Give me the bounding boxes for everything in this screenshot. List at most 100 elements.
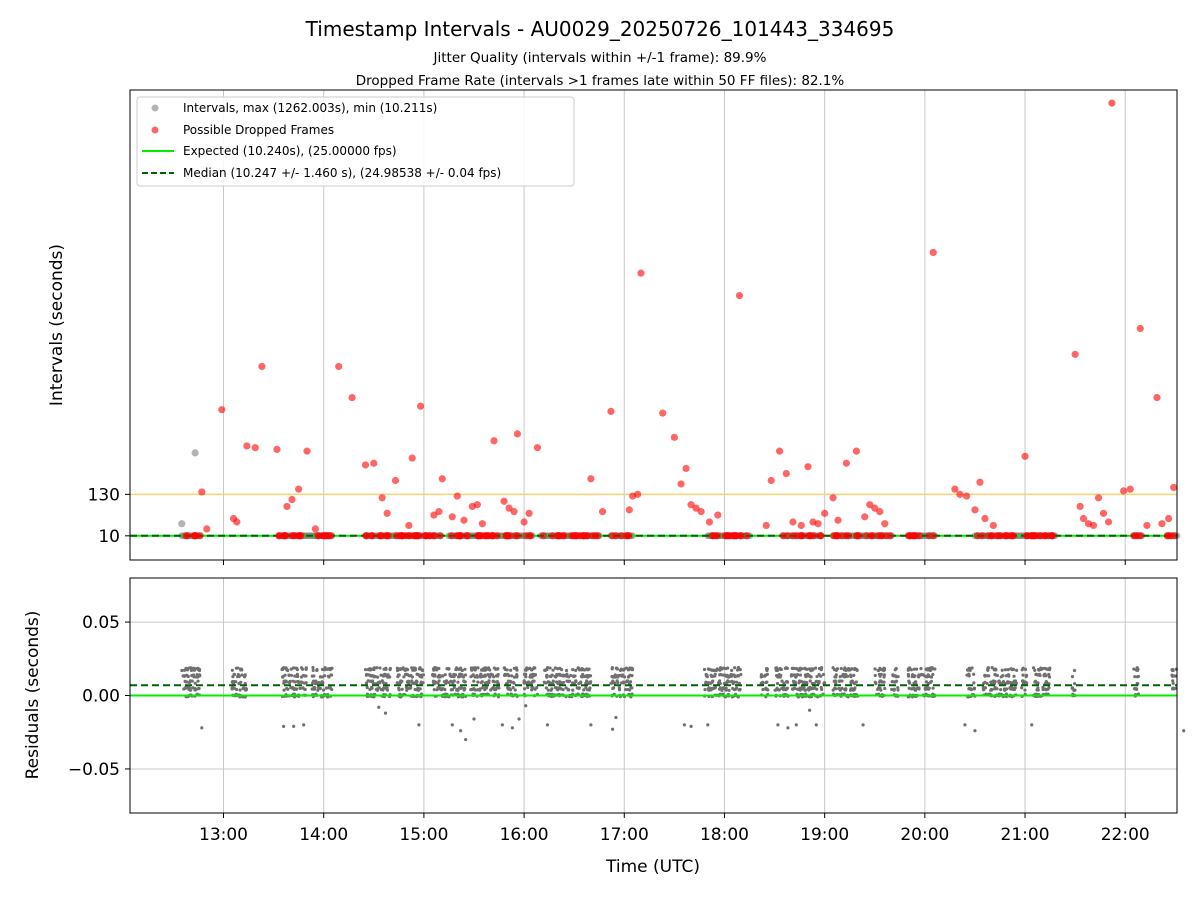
residual-point xyxy=(574,679,578,683)
dropped-frame-point xyxy=(861,513,869,521)
residual-point xyxy=(329,673,334,677)
legend-marker-dropped xyxy=(151,126,159,134)
dropped-frame-point xyxy=(303,447,311,455)
residual-point xyxy=(395,681,399,685)
residual-point xyxy=(197,667,202,672)
residual-point xyxy=(450,723,454,727)
figure-subtitle-jitter: Jitter Quality (intervals within +/-1 fr… xyxy=(433,50,767,66)
residual-point xyxy=(485,680,489,685)
residual-point xyxy=(561,680,566,685)
residual-point xyxy=(990,666,994,670)
residual-point xyxy=(325,667,329,671)
residual-point xyxy=(1021,673,1025,677)
residual-point xyxy=(987,674,991,678)
residual-point xyxy=(230,668,234,672)
residual-point xyxy=(241,687,245,691)
residual-point xyxy=(184,666,188,670)
x-tick-label-9: 22:00 xyxy=(1101,825,1150,845)
residual-point xyxy=(375,687,379,691)
residual-point xyxy=(1033,679,1038,683)
dropped-frame-point xyxy=(821,509,829,517)
x-tick-label-3: 16:00 xyxy=(500,825,549,845)
residual-point xyxy=(293,674,297,678)
residual-point xyxy=(317,680,321,685)
residual-point xyxy=(301,673,305,678)
residual-point xyxy=(281,675,285,679)
residual-point xyxy=(739,672,743,677)
residual-point xyxy=(510,726,514,730)
dropped-frame-point xyxy=(598,508,607,516)
residual-point xyxy=(1036,688,1040,692)
residual-point xyxy=(324,686,328,690)
residual-point xyxy=(397,673,401,677)
dropped-frame-point xyxy=(490,437,498,445)
residual-point xyxy=(295,668,300,672)
residual-point xyxy=(312,687,317,691)
residual-point xyxy=(907,686,911,690)
residual-point xyxy=(847,667,851,671)
residual-point xyxy=(401,667,405,671)
residual-point xyxy=(1000,668,1004,672)
residual-point xyxy=(321,688,326,692)
bottom-y-tick-label-1: 0.00 xyxy=(82,687,120,707)
residual-point xyxy=(443,687,447,692)
residual-point xyxy=(814,723,818,727)
residual-point xyxy=(180,668,184,673)
dropped-frame-point xyxy=(361,461,370,469)
residual-point xyxy=(1182,729,1186,733)
dropped-frame-point xyxy=(533,444,542,452)
residual-point xyxy=(524,704,528,708)
dropped-frame-point xyxy=(881,520,889,528)
dropped-frame-point xyxy=(1167,532,1175,540)
dropped-frame-point xyxy=(634,490,642,498)
residual-point xyxy=(624,666,629,670)
residual-point xyxy=(717,681,721,685)
residual-point xyxy=(510,674,514,678)
residual-point xyxy=(527,681,532,685)
residual-point xyxy=(509,668,513,672)
dropped-frame-point xyxy=(436,532,444,540)
dropped-frame-point xyxy=(929,248,937,257)
residual-point xyxy=(1044,667,1048,671)
residual-point xyxy=(761,687,765,692)
residual-point xyxy=(1034,672,1038,676)
residual-point xyxy=(573,674,577,678)
residual-point xyxy=(822,680,827,685)
residual-point xyxy=(724,688,728,692)
residual-point xyxy=(721,686,726,690)
residual-point xyxy=(808,685,812,690)
x-tick-label-7: 20:00 xyxy=(900,825,949,845)
residual-point xyxy=(318,686,322,691)
dropped-frame-point xyxy=(713,532,722,540)
residual-point xyxy=(840,686,844,690)
residual-point xyxy=(564,674,569,678)
residual-point xyxy=(407,674,411,678)
residual-point xyxy=(197,673,202,677)
residual-point xyxy=(1070,675,1075,679)
dropped-frame-point xyxy=(625,506,633,514)
residual-point xyxy=(629,685,633,690)
dropped-frame-point xyxy=(1071,350,1079,358)
dropped-frame-point xyxy=(376,532,384,540)
residual-point xyxy=(963,723,967,727)
dropped-frame-point xyxy=(915,532,924,540)
residual-point xyxy=(1021,679,1025,684)
residual-point xyxy=(733,666,737,670)
residual-point xyxy=(1031,666,1036,670)
residual-point xyxy=(410,666,414,670)
residual-point xyxy=(849,667,853,671)
residual-point xyxy=(584,674,588,679)
residual-point xyxy=(873,667,877,671)
dropped-frame-point xyxy=(421,532,429,540)
residual-point xyxy=(417,723,421,727)
residual-point xyxy=(1041,687,1045,692)
residual-point xyxy=(622,681,626,685)
residual-point xyxy=(242,674,247,679)
residual-point xyxy=(292,724,296,728)
residual-point xyxy=(804,680,809,685)
residual-point xyxy=(384,667,388,671)
dropped-frame-point xyxy=(513,430,522,438)
residual-point xyxy=(230,686,234,690)
residual-point xyxy=(232,672,236,676)
residual-point xyxy=(478,688,482,692)
